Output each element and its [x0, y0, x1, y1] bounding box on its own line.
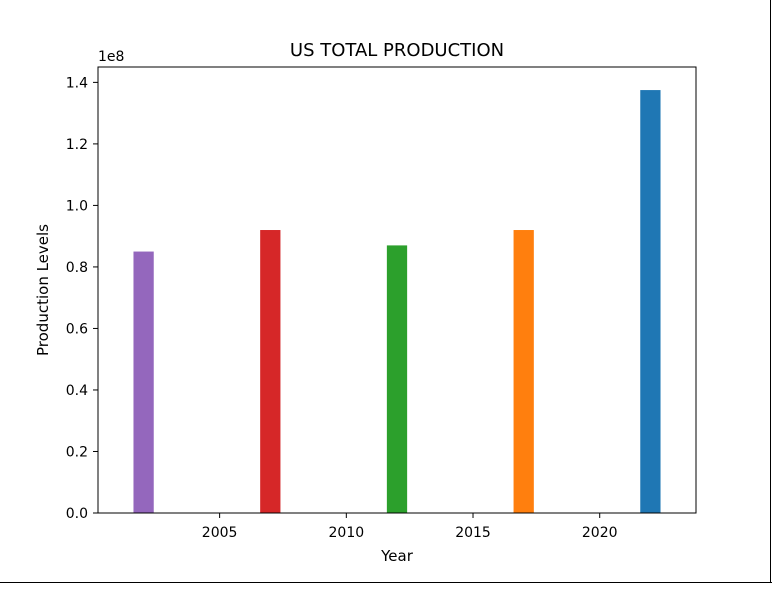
bar-2002 [133, 251, 154, 513]
window-bottom-border [0, 582, 772, 583]
y-axis-label: Production Levels [34, 224, 52, 356]
y-tick-label: 0.0 [66, 506, 88, 522]
plot-frame [97, 66, 697, 514]
bar-2017 [513, 230, 534, 513]
y-tick-label: 1.2 [66, 137, 88, 153]
bars-group [133, 90, 661, 513]
y-tick-label: 0.8 [66, 260, 88, 276]
window-right-border [770, 0, 771, 582]
x-axis-label: Year [380, 547, 414, 565]
bar-2022 [640, 90, 661, 513]
y-tick-label: 1.4 [66, 75, 88, 91]
y-tick-label: 0.2 [66, 444, 88, 460]
y-tick-label: 0.6 [66, 321, 88, 337]
y-tick-label: 1.0 [66, 198, 88, 214]
x-tick-label: 2010 [329, 525, 365, 541]
x-tick-label: 2015 [455, 525, 491, 541]
bar-2012 [386, 245, 408, 513]
y-ticks-group: 0.0 0.2 0.4 0.6 0.8 1.0 1.2 1.4 [66, 75, 98, 522]
x-tick-label: 2020 [582, 525, 618, 541]
chart-title: US TOTAL PRODUCTION [290, 40, 504, 61]
y-tick-label: 0.4 [66, 383, 88, 399]
bar-2007 [260, 230, 281, 513]
x-tick-label: 2005 [202, 525, 238, 541]
x-ticks-group: 2005 2010 2015 2020 [202, 513, 618, 541]
y-offset-label: 1e8 [98, 49, 124, 65]
